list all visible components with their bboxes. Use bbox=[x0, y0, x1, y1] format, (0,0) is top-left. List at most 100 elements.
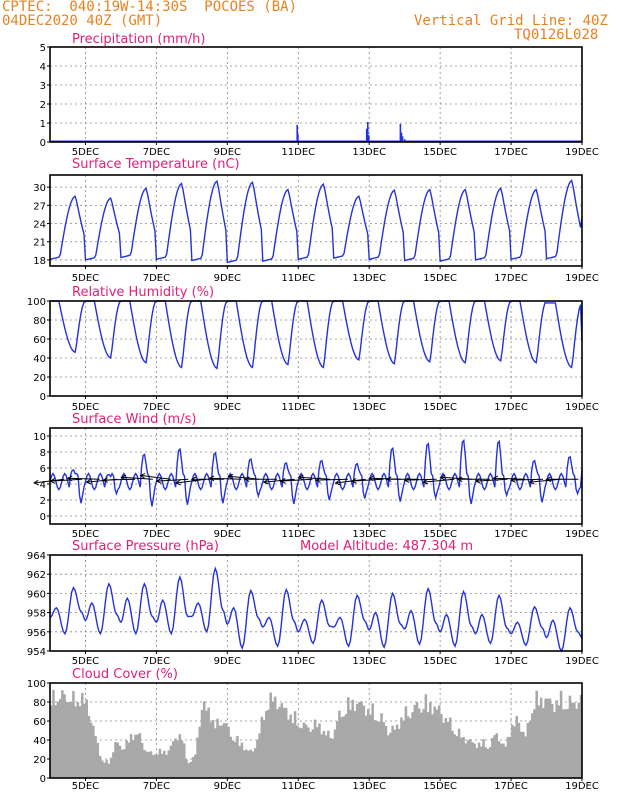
cloud-bar bbox=[342, 716, 346, 778]
cloud-bar bbox=[335, 721, 339, 778]
cloud-bar bbox=[58, 699, 62, 778]
panel-6 bbox=[47, 682, 583, 781]
cloud-bar bbox=[209, 722, 213, 778]
cloud-bar bbox=[482, 739, 485, 778]
cloud-bar bbox=[127, 742, 131, 778]
cloud-bar bbox=[256, 739, 259, 778]
cloud-bar bbox=[289, 714, 292, 778]
wind-vector bbox=[351, 478, 384, 482]
cloud-bar bbox=[100, 760, 104, 778]
cloud-bar bbox=[522, 731, 525, 778]
cloud-bar bbox=[207, 707, 210, 778]
cloud-bar bbox=[371, 703, 374, 778]
wind-vector-head bbox=[155, 478, 162, 484]
x-tick-label: 7DEC bbox=[143, 656, 170, 667]
cloud-bar bbox=[129, 734, 133, 778]
cloud-bar bbox=[81, 693, 84, 778]
cloud-bar bbox=[311, 729, 315, 778]
cloud-bar bbox=[475, 748, 479, 778]
cloud-bar bbox=[307, 727, 310, 778]
cloud-bar bbox=[411, 712, 414, 778]
cloud-bar bbox=[480, 746, 483, 778]
x-tick-label: 17DEC bbox=[494, 402, 528, 413]
cloud-bar bbox=[260, 716, 264, 778]
cloud-bar bbox=[493, 735, 496, 778]
x-tick-label: 19DEC bbox=[565, 147, 599, 158]
precip-bar bbox=[297, 134, 299, 142]
wind-vector bbox=[156, 478, 189, 482]
wind-vector-head bbox=[528, 478, 535, 485]
cloud-bar bbox=[497, 741, 501, 778]
cloud-bar bbox=[83, 703, 86, 778]
y-tick-label: 100 bbox=[27, 297, 46, 308]
wind-vector-head bbox=[545, 476, 552, 483]
cloud-bar bbox=[579, 694, 583, 778]
y-tick-label: 80 bbox=[33, 698, 46, 709]
cloud-bar bbox=[562, 709, 565, 778]
cloud-bar bbox=[473, 743, 476, 778]
wind-vector-head bbox=[350, 478, 357, 484]
cloud-bar bbox=[535, 690, 538, 778]
precip-bar bbox=[400, 132, 403, 142]
cloud-bar bbox=[205, 710, 208, 778]
cloud-bar bbox=[85, 699, 88, 778]
series-line bbox=[50, 300, 583, 370]
cloud-bar bbox=[189, 761, 193, 778]
cloud-bar bbox=[517, 722, 521, 778]
panel-frame bbox=[49, 554, 583, 652]
x-tick-label: 9DEC bbox=[214, 147, 241, 158]
cloud-bar bbox=[369, 714, 372, 778]
wind-vector bbox=[298, 476, 331, 480]
cloud-bar bbox=[316, 727, 319, 778]
cloud-bar bbox=[453, 734, 456, 778]
y-tick-label: 964 bbox=[27, 551, 46, 562]
wind-vector-head bbox=[139, 473, 146, 479]
cloud-bar bbox=[528, 720, 532, 778]
cloud-bar bbox=[191, 757, 195, 778]
y-tick-label: 20 bbox=[33, 373, 46, 384]
wind-vector bbox=[103, 478, 136, 481]
y-tick-label: 4 bbox=[40, 480, 46, 491]
y-tick-label: 5 bbox=[40, 43, 46, 54]
cloud-bar bbox=[94, 735, 97, 778]
cloud-bar bbox=[577, 702, 581, 778]
x-tick-label: 11DEC bbox=[281, 781, 315, 792]
model-altitude: Model Altitude: 487.304 m bbox=[300, 539, 473, 554]
cloud-bar bbox=[151, 755, 155, 778]
cloud-bar bbox=[187, 763, 190, 778]
y-tick-label: 10 bbox=[33, 432, 46, 443]
x-tick-label: 7DEC bbox=[143, 781, 170, 792]
y-tick-label: 0 bbox=[40, 138, 46, 149]
x-tick-label: 15DEC bbox=[423, 147, 457, 158]
x-tick-label: 15DEC bbox=[423, 656, 457, 667]
cloud-bar bbox=[424, 694, 428, 778]
cloud-bar bbox=[112, 752, 115, 778]
cloud-bar bbox=[132, 740, 135, 778]
cloud-bar bbox=[296, 725, 299, 778]
precip-bar bbox=[401, 136, 404, 142]
cloud-bar bbox=[218, 725, 221, 778]
cloud-bar bbox=[327, 730, 330, 778]
y-tick-label: 960 bbox=[27, 589, 46, 600]
y-tick-label: 0 bbox=[40, 392, 46, 403]
wind-vector bbox=[511, 478, 544, 481]
cloud-bar bbox=[550, 703, 554, 778]
wind-vector-head bbox=[190, 476, 197, 483]
cloud-bar bbox=[340, 717, 343, 778]
cloud-bar bbox=[222, 723, 226, 778]
x-tick-label: 9DEC bbox=[214, 656, 241, 667]
cloud-bar bbox=[433, 706, 436, 778]
cloud-bar bbox=[227, 726, 230, 778]
y-tick-label: 30 bbox=[33, 183, 46, 194]
cloud-bar bbox=[74, 706, 77, 778]
y-tick-label: 4 bbox=[40, 62, 46, 73]
wind-vector-head bbox=[279, 478, 286, 484]
wind-vector-head bbox=[66, 475, 73, 482]
x-tick-label: 5DEC bbox=[72, 402, 99, 413]
wind-vector-head bbox=[385, 476, 392, 483]
precip-bar bbox=[365, 128, 368, 142]
cloud-bar bbox=[366, 709, 370, 778]
cloud-bar bbox=[160, 753, 164, 778]
cloud-bar bbox=[276, 709, 279, 778]
cloud-bar bbox=[375, 721, 379, 778]
